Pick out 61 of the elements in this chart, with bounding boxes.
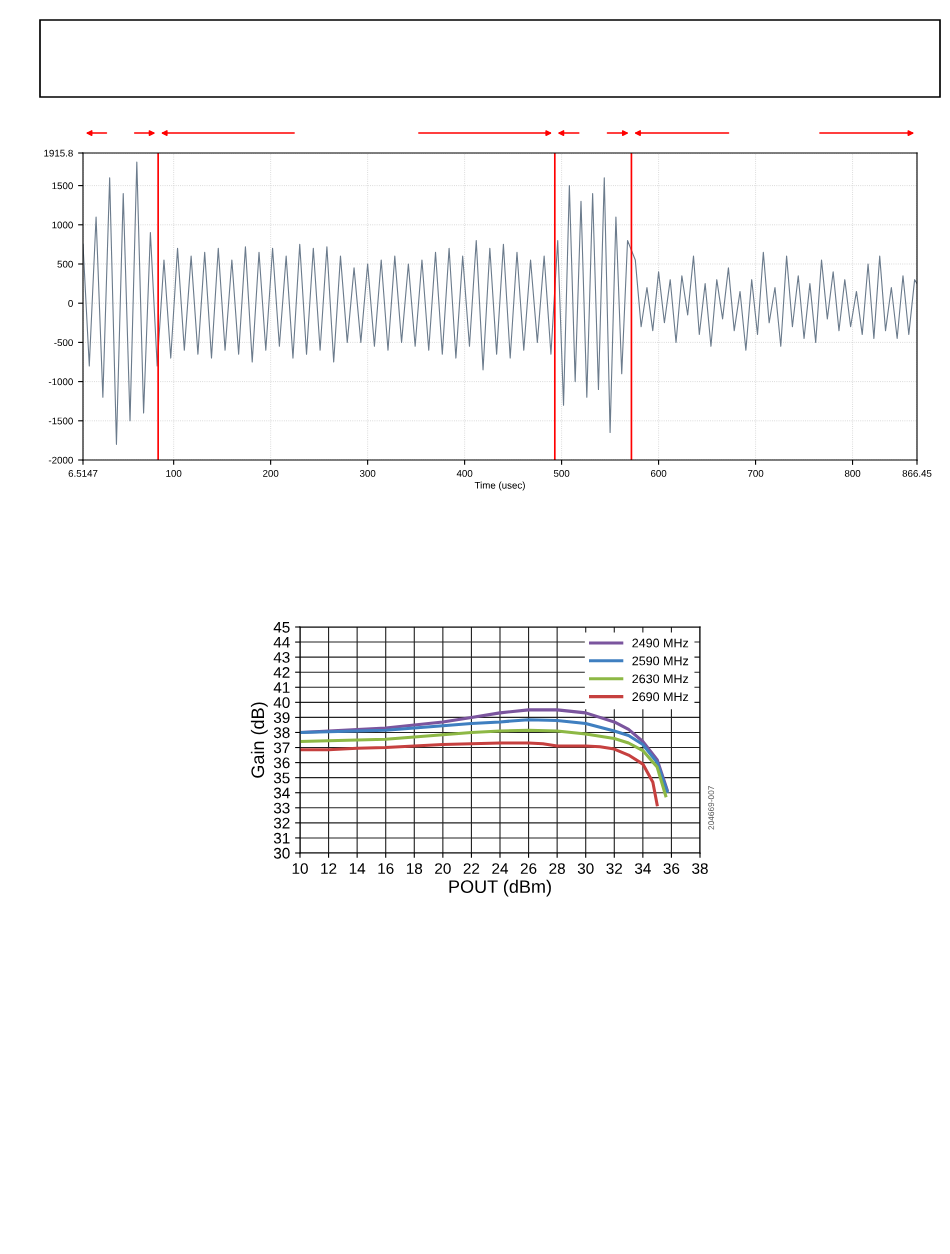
x-tick-label: 38 bbox=[692, 863, 708, 874]
y-tick-label: 39 bbox=[273, 712, 290, 724]
x-tick-label: 34 bbox=[634, 863, 651, 874]
x-tick-label: 10 bbox=[292, 863, 308, 874]
x-tick-label: 30 bbox=[577, 863, 594, 874]
x-tick-label: 800 bbox=[844, 469, 861, 477]
y-tick-label: 32 bbox=[273, 817, 290, 829]
legend-label: 2490 MHz bbox=[632, 638, 689, 648]
x-tick-label: 100 bbox=[166, 469, 182, 477]
x-tick-label: 12 bbox=[321, 863, 337, 874]
y-tick-label: 38 bbox=[273, 727, 290, 739]
x-tick-label: 22 bbox=[463, 863, 480, 874]
y-axis-title: Gain (dB) bbox=[250, 702, 268, 778]
x-axis-title: Time (usec) bbox=[474, 481, 525, 491]
x-tick-label: 16 bbox=[378, 863, 394, 874]
y-tick-label: 30 bbox=[273, 847, 290, 859]
y-tick-label: 41 bbox=[273, 682, 290, 693]
y-tick-label: 43 bbox=[273, 652, 290, 663]
line-series bbox=[300, 741, 659, 807]
y-tick-label: 500 bbox=[57, 260, 73, 268]
y-tick-label: 33 bbox=[273, 802, 290, 814]
y-tick-label: 37 bbox=[273, 742, 290, 754]
y-tick-label: 34 bbox=[273, 787, 290, 799]
x-tick-label: 26 bbox=[520, 863, 537, 874]
x-tick-label: 200 bbox=[263, 469, 279, 477]
x-tick-label: 36 bbox=[663, 863, 680, 874]
x-tick-label: 500 bbox=[553, 469, 570, 477]
y-tick-label: 1915.8 bbox=[44, 149, 73, 157]
y-tick-label: 42 bbox=[273, 667, 290, 678]
y-tick-label: 36 bbox=[273, 757, 290, 769]
x-tick-label: 700 bbox=[747, 469, 764, 477]
x-tick-label: 28 bbox=[549, 863, 565, 874]
text: 204669-007 bbox=[708, 785, 715, 830]
line-series bbox=[83, 161, 917, 445]
legend-label: 2630 MHz bbox=[632, 674, 689, 684]
x-tick-label: 18 bbox=[406, 863, 423, 874]
y-tick-label: 45 bbox=[273, 622, 290, 633]
x-tick-label: 600 bbox=[650, 469, 667, 477]
y-tick-label: 40 bbox=[273, 697, 290, 709]
x-axis-title: POUT (dBm) bbox=[449, 879, 551, 897]
y-tick-label: -1500 bbox=[48, 417, 73, 425]
y-tick-label: -2000 bbox=[48, 456, 73, 464]
legend-label: 2690 MHz bbox=[632, 692, 689, 702]
y-tick-label: 31 bbox=[273, 832, 290, 844]
y-tick-label: 1500 bbox=[52, 182, 73, 190]
x-tick-label: 400 bbox=[456, 469, 473, 477]
x-tick-label: 24 bbox=[492, 863, 509, 874]
legend-label: 2590 MHz bbox=[632, 656, 689, 666]
x-tick-label: 14 bbox=[349, 863, 366, 874]
y-tick-label: 1000 bbox=[52, 221, 73, 229]
x-tick-label: 32 bbox=[606, 863, 623, 874]
y-tick-label: 35 bbox=[273, 772, 290, 784]
line-series bbox=[300, 728, 668, 798]
x-tick-label: 866.45 bbox=[902, 469, 932, 477]
y-tick-label: -500 bbox=[54, 339, 73, 347]
x-tick-label: 300 bbox=[359, 469, 376, 477]
x-tick-label: 20 bbox=[435, 863, 451, 874]
x-tick-label: 6.5147 bbox=[68, 469, 98, 477]
y-tick-label: 44 bbox=[273, 637, 290, 648]
y-tick-label: -1000 bbox=[48, 378, 73, 386]
y-tick-label: 0 bbox=[68, 299, 73, 307]
